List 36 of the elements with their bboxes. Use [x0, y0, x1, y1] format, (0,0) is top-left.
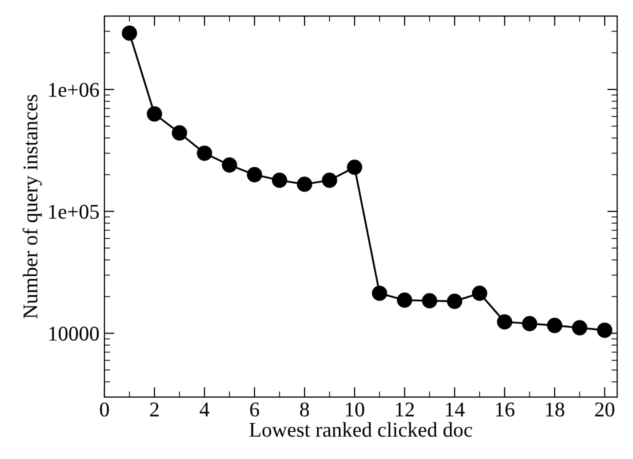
y-tick-label: 1e+06 [49, 82, 99, 97]
x-tick-label: 16 [496, 402, 514, 417]
x-tick-label: 8 [300, 402, 309, 417]
x-tick-label: 2 [150, 402, 159, 416]
point [296, 176, 312, 192]
point [597, 322, 612, 338]
y-tick-label: 10000 [49, 326, 99, 341]
point [346, 160, 362, 175]
x-tick-label: 14 [446, 402, 465, 416]
x-tick-label: 12 [396, 402, 414, 416]
point [396, 292, 412, 308]
x-tick-label: 4 [200, 402, 210, 416]
point [272, 172, 288, 188]
x-tick-label: 10 [346, 402, 364, 417]
y-axis-title: Number of query instances [22, 94, 42, 318]
point [422, 293, 438, 308]
point [522, 316, 538, 332]
x-axis-title: Lowest ranked clicked doc [249, 422, 472, 437]
x-tick-label: 0 [100, 402, 109, 417]
y-tick-label: 1e+05 [49, 204, 99, 219]
point [246, 167, 262, 182]
x-tick-label: 20 [595, 402, 614, 417]
point [472, 286, 488, 301]
point [222, 157, 238, 173]
x-tick-label: 18 [546, 402, 564, 417]
point [372, 286, 388, 301]
point [572, 320, 588, 336]
x-tick-label: 6 [250, 402, 260, 417]
point [146, 106, 162, 122]
point [196, 146, 212, 161]
point [446, 294, 462, 309]
point [172, 125, 188, 141]
point [122, 25, 138, 41]
point [322, 172, 338, 188]
point [496, 314, 512, 330]
point [547, 318, 562, 334]
